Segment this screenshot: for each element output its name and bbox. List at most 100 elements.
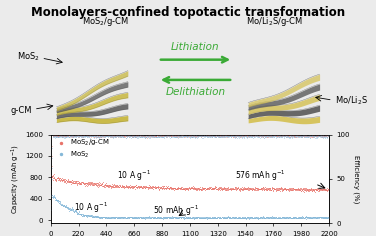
Point xyxy=(299,134,305,138)
Point xyxy=(204,134,210,138)
Point xyxy=(111,183,117,186)
Point xyxy=(240,187,246,191)
Point xyxy=(92,135,98,139)
Point xyxy=(59,179,65,183)
Point xyxy=(80,134,86,138)
Point xyxy=(162,135,168,138)
Point xyxy=(279,215,285,219)
Point xyxy=(117,135,123,139)
Point xyxy=(161,135,167,139)
Point xyxy=(141,135,147,139)
Point xyxy=(100,184,106,187)
Point xyxy=(85,214,91,217)
Point xyxy=(108,185,114,189)
Point xyxy=(209,135,215,138)
Point xyxy=(321,134,327,138)
Point xyxy=(191,216,197,220)
Point xyxy=(301,187,307,191)
Point xyxy=(94,183,100,186)
Point xyxy=(111,133,117,137)
Point xyxy=(125,186,131,190)
Point xyxy=(247,135,253,138)
Point xyxy=(132,135,138,138)
Point xyxy=(253,134,259,137)
Point xyxy=(54,198,60,202)
Point xyxy=(168,135,174,139)
Point xyxy=(51,195,57,199)
Point xyxy=(227,134,233,137)
Point xyxy=(173,187,179,191)
Point xyxy=(180,134,186,138)
Point xyxy=(242,134,248,138)
Point xyxy=(209,135,215,139)
Point xyxy=(208,187,214,191)
Point xyxy=(50,174,56,177)
Point xyxy=(253,134,259,138)
Point xyxy=(232,134,238,138)
Point xyxy=(70,134,76,137)
Point xyxy=(165,134,171,138)
Point xyxy=(141,216,147,219)
Point xyxy=(263,134,269,138)
Point xyxy=(193,133,199,137)
Point xyxy=(250,216,256,219)
Point xyxy=(55,199,61,202)
Point xyxy=(124,215,130,219)
Point xyxy=(226,216,232,220)
Point xyxy=(236,135,242,139)
Point xyxy=(77,181,83,185)
Point xyxy=(184,134,190,138)
Point xyxy=(66,210,72,213)
Point xyxy=(132,184,138,188)
Point xyxy=(140,134,146,138)
Point xyxy=(128,134,134,138)
Point xyxy=(248,187,254,190)
Point xyxy=(209,216,215,219)
Point xyxy=(122,133,128,137)
Point xyxy=(156,134,162,138)
Point xyxy=(232,135,238,139)
Point xyxy=(246,216,252,220)
Point xyxy=(299,188,305,192)
Point xyxy=(275,216,281,220)
Point xyxy=(319,135,325,138)
Point xyxy=(301,216,307,219)
Point xyxy=(119,184,125,188)
Point xyxy=(244,133,250,137)
Point xyxy=(312,134,318,138)
Point xyxy=(183,134,189,138)
Point xyxy=(86,134,92,138)
Point xyxy=(126,134,132,138)
Point xyxy=(259,188,265,191)
Point xyxy=(290,216,296,220)
Point xyxy=(268,134,274,138)
Point xyxy=(107,215,113,219)
Point xyxy=(259,186,265,190)
Point xyxy=(314,188,320,192)
Point xyxy=(210,187,216,190)
Point xyxy=(291,187,297,191)
Point xyxy=(301,186,307,190)
Point xyxy=(59,134,65,138)
Point xyxy=(249,134,255,138)
Point xyxy=(63,178,69,182)
Point xyxy=(220,187,226,191)
Point xyxy=(290,134,296,138)
Point xyxy=(189,216,195,220)
Point xyxy=(131,185,137,189)
Point xyxy=(278,134,284,138)
Point xyxy=(157,185,163,189)
Point xyxy=(314,135,320,138)
Point xyxy=(174,187,180,191)
Point xyxy=(150,216,156,220)
Point xyxy=(155,184,161,188)
Point xyxy=(320,215,326,219)
Point xyxy=(68,208,74,211)
Point xyxy=(150,133,156,137)
Point xyxy=(160,134,166,138)
Point xyxy=(201,133,207,137)
Point xyxy=(63,134,69,138)
Point xyxy=(230,188,237,191)
Point xyxy=(196,134,202,138)
Point xyxy=(50,134,56,138)
